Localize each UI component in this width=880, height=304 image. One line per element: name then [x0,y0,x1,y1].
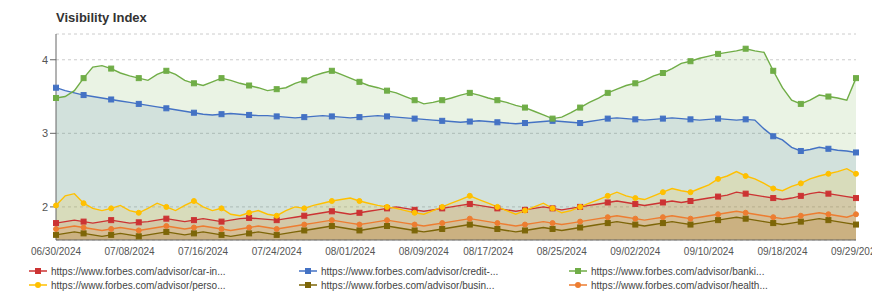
svg-text:09/18/2024: 09/18/2024 [757,246,807,257]
svg-text:4: 4 [42,54,48,66]
svg-text:08/01/2024: 08/01/2024 [325,246,375,257]
html-text:https://www.forbes.com/advisor: https://www.forbes.com/advisor/car-in... [51,265,226,277]
svg-text:09/02/2024: 09/02/2024 [610,246,660,257]
html-text:https://www.forbes.com/advisor: https://www.forbes.com/advisor/credit-..… [321,265,499,277]
svg-text:08/09/2024: 08/09/2024 [399,246,449,257]
svg-text:09/29/2024: 09/29/2024 [831,246,872,257]
html-text:https://www.forbes.com/advisor: https://www.forbes.com/advisor/banki... [591,265,765,277]
html-text:https://www.forbes.com/advisor: https://www.forbes.com/advisor/perso... [51,279,226,291]
svg-text:08/17/2024: 08/17/2024 [463,246,513,257]
html-text:https://www.forbes.com/advisor: https://www.forbes.com/advisor/health... [591,279,768,291]
svg-text:08/25/2024: 08/25/2024 [537,246,587,257]
svg-text:07/24/2024: 07/24/2024 [252,246,302,257]
svg-text:07/08/2024: 07/08/2024 [105,246,155,257]
svg-text:06/30/2024: 06/30/2024 [31,246,81,257]
svg-text:3: 3 [42,127,48,139]
html-text:Visibility Index: Visibility Index [56,10,147,25]
svg-text:2: 2 [42,201,48,213]
svg-text:07/16/2024: 07/16/2024 [178,246,228,257]
html-text:https://www.forbes.com/advisor: https://www.forbes.com/advisor/busin... [321,279,495,291]
svg-text:09/10/2024: 09/10/2024 [684,246,734,257]
